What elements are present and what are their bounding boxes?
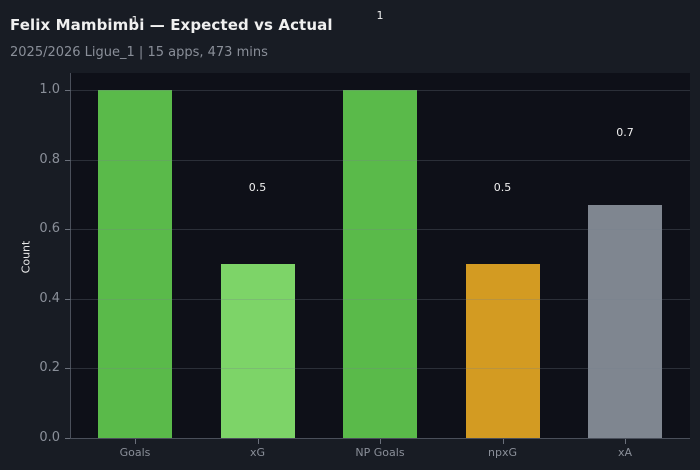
y-tick-mark [65,368,70,369]
value-label: 1 [376,9,384,22]
x-tick-mark [135,439,136,444]
x-tick-label: Goals [119,446,151,459]
y-tick-mark [65,438,70,439]
y-tick-label: 0.4 [39,291,60,306]
y-tick-label: 0.6 [39,221,60,236]
x-tick-label: NP Goals [355,446,405,459]
bar-goals [98,90,172,438]
y-tick-label: 1.0 [39,82,60,97]
gridline [70,368,690,369]
value-label: 0.5 [248,181,267,194]
y-axis-title: Count [19,240,33,274]
y-tick-label: 0.8 [39,152,60,167]
chart-title: Felix Mambimbi — Expected vs Actual [10,16,333,34]
x-tick-label: xG [249,446,266,459]
bar-npxg [465,264,540,438]
bar-xg [220,264,295,438]
bar-xa [588,205,662,438]
y-tick-label: 0.2 [39,360,60,375]
bar-np-goals [343,90,417,438]
y-tick-mark [65,90,70,91]
x-tick-label: npxG [488,446,517,459]
x-tick-mark [625,439,626,444]
gridline [70,160,690,161]
x-tick-label: xA [617,446,633,459]
chart-subtitle: 2025/2026 Ligue_1 | 15 apps, 473 mins [10,45,268,60]
y-tick-mark [65,299,70,300]
x-axis-line [70,438,690,439]
gridline [70,299,690,300]
value-label: 1 [131,14,139,27]
y-tick-mark [65,160,70,161]
gridline [70,229,690,230]
gridline [70,90,690,91]
value-label: 0.7 [616,126,634,139]
x-tick-mark [380,439,381,444]
x-tick-mark [258,439,259,444]
x-tick-mark [503,439,504,444]
y-tick-label: 0.0 [39,430,60,445]
value-label: 0.5 [493,181,512,194]
y-tick-mark [65,229,70,230]
y-axis-line [70,73,71,439]
